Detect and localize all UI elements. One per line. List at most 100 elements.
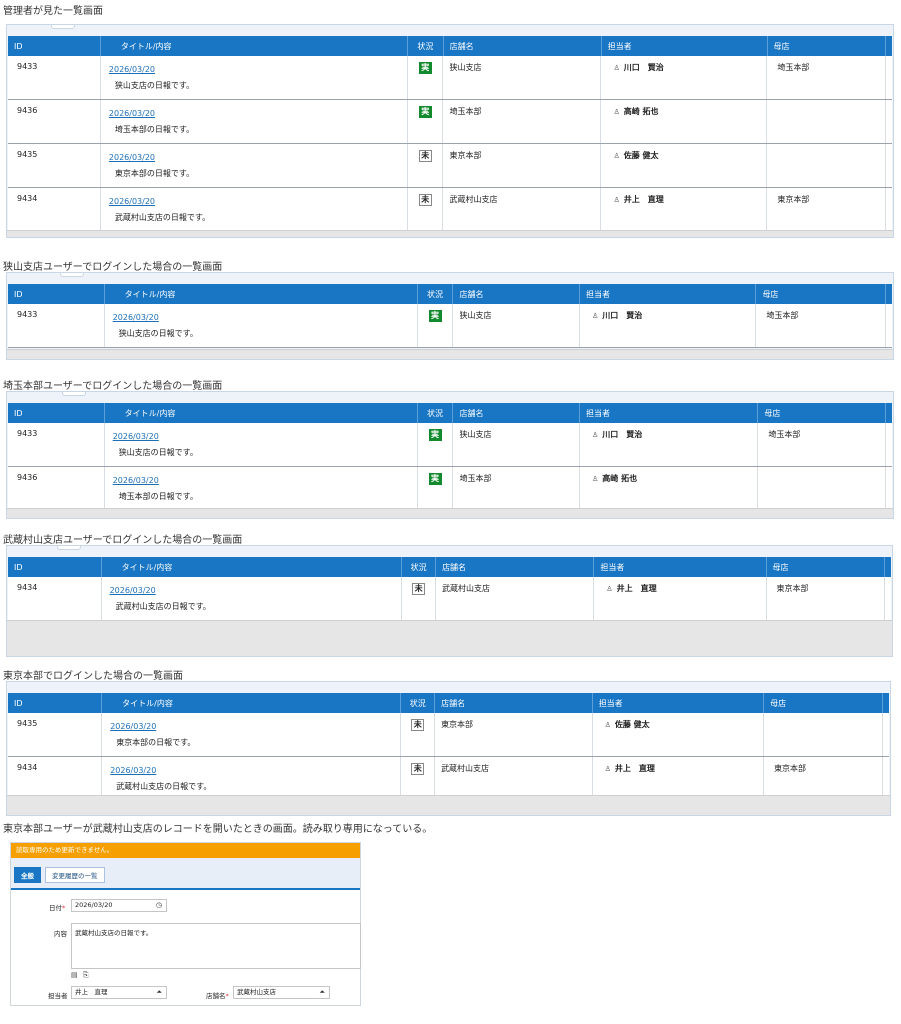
cell-person: ♙ 高崎 拓也 [601, 100, 768, 143]
column-header-title[interactable]: タイトル/内容 [102, 557, 403, 577]
status-badge: 未 [412, 583, 426, 595]
column-header-id[interactable]: ID [8, 403, 105, 423]
record-description: 狭山支店の日報です。 [118, 448, 198, 457]
cell-title: 2026/03/20 埼玉本部の日報です。 [101, 100, 408, 143]
record-description: 東京本部の日報です。 [114, 169, 195, 178]
column-header-store[interactable]: 店舗名 [436, 557, 595, 577]
table-row[interactable]: 9433 2026/03/20 狭山支店の日報です。実狭山支店 ♙ 川口 賢治 埼玉本部 [8, 423, 892, 467]
record-link[interactable]: 2026/03/20 [109, 586, 156, 595]
user-icon: ♙ [592, 431, 599, 439]
person-name: 井上 直理 [623, 195, 664, 204]
lookup-icon[interactable]: ⏶ [319, 988, 325, 996]
column-header-status[interactable]: 状況 [408, 36, 444, 56]
column-header-person[interactable]: 担当者 [593, 693, 765, 713]
cell-id: 9436 [8, 467, 105, 510]
column-header-parent[interactable]: 母店 [756, 284, 886, 304]
table-header-row: ID タイトル/内容 状況 店舗名 担当者 母店 [8, 36, 892, 56]
record-description: 狭山支店の日報です。 [118, 329, 198, 338]
table-row[interactable]: 9433 2026/03/20 狭山支店の日報です。実狭山支店 ♙ 川口 賢治 埼玉本部 [8, 56, 892, 100]
table-icon[interactable]: ▤ [71, 971, 78, 979]
column-header-store[interactable]: 店舗名 [435, 693, 593, 713]
record-description: 埼玉本部の日報です。 [114, 125, 195, 134]
clock-icon[interactable]: ◷ [155, 901, 162, 909]
table-row[interactable]: 9434 2026/03/20 武蔵村山支店の日報です。未武蔵村山支店 ♙ 井上 直理東… [8, 577, 891, 621]
record-description: 埼玉本部の日報です。 [118, 492, 198, 501]
attach-icon[interactable]: ⎘ [83, 971, 89, 979]
status-badge: 実 [428, 473, 442, 485]
column-header-person[interactable]: 担当者 [602, 36, 768, 56]
column-header-status[interactable]: 状況 [418, 284, 454, 304]
record-link[interactable]: 2026/03/20 [110, 722, 157, 731]
column-header-person[interactable]: 担当者 [580, 403, 759, 423]
user-icon: ♙ [613, 196, 620, 204]
cell-status: 実 [408, 100, 444, 143]
column-header-parent[interactable]: 母店 [764, 693, 884, 713]
column-header-parent[interactable]: 母店 [758, 403, 886, 423]
section-caption: 武蔵村山支店ユーザーでログインした場合の一覧画面 [3, 535, 243, 546]
column-header-status[interactable]: 状況 [418, 403, 454, 423]
record-link[interactable]: 2026/03/20 [112, 313, 159, 322]
person-field[interactable]: 井上 直理 ⏶ [71, 986, 167, 999]
table-row[interactable]: 9435 2026/03/20 東京本部の日報です。未東京本部 ♙ 佐藤 健太 [8, 144, 892, 188]
person-label: 担当者 [48, 992, 68, 1000]
cell-person: ♙ 井上 直理 [594, 577, 767, 620]
table-row[interactable]: 9433 2026/03/20 狭山支店の日報です。実狭山支店 ♙ 川口 賢治 埼玉本部 [8, 304, 892, 348]
content-field[interactable]: 武蔵村山支店の日報です。 [71, 923, 361, 969]
cell-status: 未 [401, 757, 436, 800]
record-link[interactable]: 2026/03/20 [112, 476, 159, 485]
table-row[interactable]: 9434 2026/03/20 武蔵村山支店の日報です。未武蔵村山支店 ♙ 井上 直理東… [8, 188, 892, 232]
column-header-title[interactable]: タイトル/内容 [101, 36, 409, 56]
column-header-status[interactable]: 状況 [402, 557, 437, 577]
column-header-person[interactable]: 担当者 [580, 284, 757, 304]
record-link[interactable]: 2026/03/20 [110, 766, 157, 775]
record-link[interactable]: 2026/03/20 [108, 197, 155, 206]
record-link[interactable]: 2026/03/20 [112, 432, 159, 441]
column-header-id[interactable]: ID [8, 284, 105, 304]
table-row[interactable]: 9435 2026/03/20 東京本部の日報です。未東京本部 ♙ 佐藤 健太 [8, 713, 889, 757]
store-field[interactable]: 武蔵村山支店 ⏶ [233, 986, 330, 999]
cell-status: 実 [418, 423, 454, 466]
list-panel: ID タイトル/内容 状況 店舗名 担当者 母店 9433 2026/03/20 狭山支店の日報… [6, 272, 894, 360]
record-link[interactable]: 2026/03/20 [108, 109, 155, 118]
cell-parent-store [764, 713, 884, 756]
column-header-title[interactable]: タイトル/内容 [105, 284, 418, 304]
tab-general[interactable]: 全般 [14, 867, 41, 883]
column-header-store[interactable]: 店舗名 [444, 36, 602, 56]
cell-person: ♙ 高崎 拓也 [580, 467, 759, 510]
column-header-person[interactable]: 担当者 [594, 557, 767, 577]
cell-person: ♙ 川口 賢治 [601, 56, 768, 99]
column-header-title[interactable]: タイトル/内容 [105, 403, 418, 423]
table-row[interactable]: 9436 2026/03/20 埼玉本部の日報です。実埼玉本部 ♙ 高崎 拓也 [8, 467, 892, 511]
column-header-status[interactable]: 状況 [401, 693, 436, 713]
record-description: 武蔵村山支店の日報です。 [116, 782, 212, 791]
record-description: 狭山支店の日報です。 [114, 81, 195, 90]
cell-person: ♙ 佐藤 健太 [593, 713, 765, 756]
column-header-parent[interactable]: 母店 [767, 557, 885, 577]
column-header-parent[interactable]: 母店 [768, 36, 887, 56]
cell-id: 9436 [8, 100, 101, 143]
date-field[interactable]: 2026/03/20 ◷ [71, 899, 167, 912]
column-header-id[interactable]: ID [8, 557, 102, 577]
table-row[interactable]: 9436 2026/03/20 埼玉本部の日報です。実埼玉本部 ♙ 高崎 拓也 [8, 100, 892, 144]
record-link[interactable]: 2026/03/20 [108, 153, 155, 162]
lookup-icon[interactable]: ⏶ [156, 988, 162, 996]
column-header-store[interactable]: 店舗名 [453, 403, 581, 423]
list-panel: ID タイトル/内容 状況 店舗名 担当者 母店 9435 2026/03/20 東京本部の日報… [6, 681, 891, 816]
list-panel: ID タイトル/内容 状況 店舗名 担当者 母店 9434 2026/03/20 武蔵村山支店の… [6, 545, 893, 657]
column-header-id[interactable]: ID [8, 693, 103, 713]
cell-person: ♙ 佐藤 健太 [601, 144, 768, 187]
person-name: 佐藤 健太 [614, 720, 650, 729]
column-header-store[interactable]: 店舗名 [453, 284, 581, 304]
column-header-id[interactable]: ID [8, 36, 101, 56]
person-name: 佐藤 健太 [623, 151, 659, 160]
column-header-title[interactable]: タイトル/内容 [102, 693, 402, 713]
tab-change-history[interactable]: 変更履歴の一覧 [45, 867, 105, 883]
cell-person: ♙ 川口 賢治 [580, 423, 759, 466]
person-name: 川口 賢治 [602, 311, 643, 320]
list-table: ID タイトル/内容 状況 店舗名 担当者 母店 9433 2026/03/20 狭山支店の日報… [8, 403, 892, 511]
person-name: 井上 直理 [614, 764, 655, 773]
cell-title: 2026/03/20 武蔵村山支店の日報です。 [101, 188, 408, 231]
cell-title: 2026/03/20 武蔵村山支店の日報です。 [102, 577, 403, 620]
cell-title: 2026/03/20 狭山支店の日報です。 [105, 304, 418, 347]
record-link[interactable]: 2026/03/20 [108, 65, 155, 74]
